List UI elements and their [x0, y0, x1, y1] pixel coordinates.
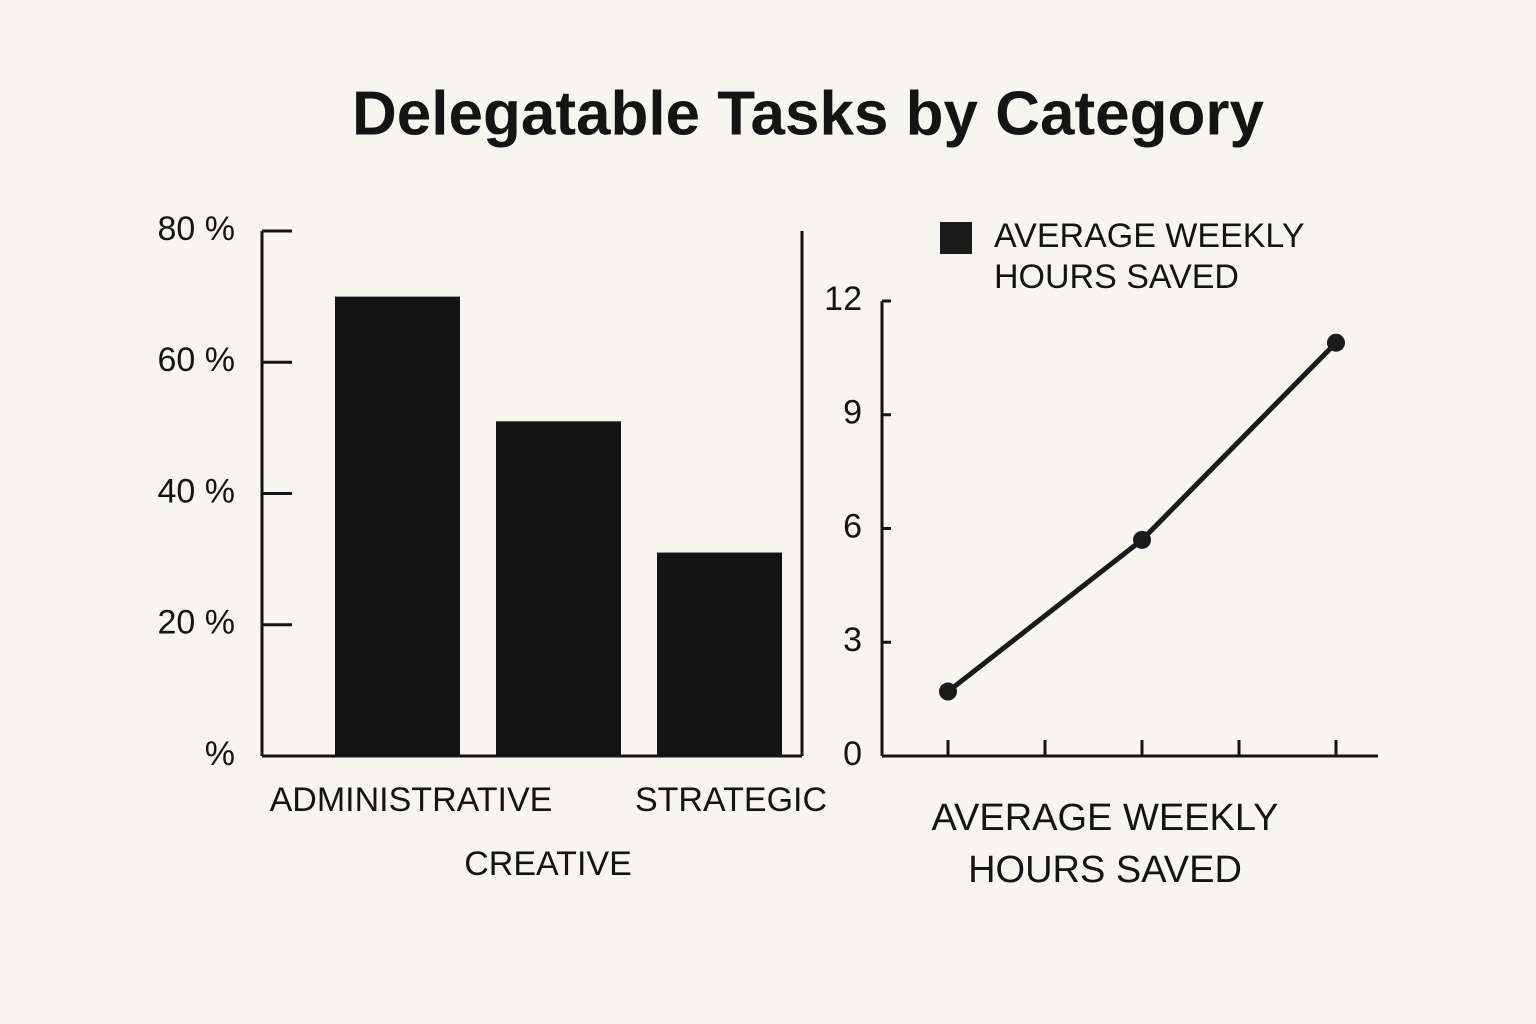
legend-swatch	[940, 222, 972, 254]
x-axis-label: AVERAGE WEEKLY HOURS SAVED	[931, 797, 1279, 891]
legend-label: AVERAGE WEEKLY HOURS SAVED	[994, 217, 1304, 296]
y-tick-label: 12	[824, 280, 862, 318]
point	[939, 682, 957, 701]
y-tick-label: %	[205, 735, 235, 773]
y-tick-label: 0	[843, 735, 862, 773]
point	[1133, 530, 1151, 549]
y-tick-label: 20 %	[158, 604, 236, 642]
y-tick-label: 6	[843, 507, 862, 545]
y-tick-label: 80 %	[158, 210, 236, 248]
bar	[496, 421, 621, 756]
y-tick-label: 60 %	[158, 341, 236, 379]
y-tick-label: 9	[843, 394, 862, 432]
point	[1327, 333, 1345, 352]
bar	[657, 552, 782, 756]
y-tick-label: 40 %	[158, 472, 236, 510]
line	[946, 340, 1338, 694]
x-tick-label: ADMINISTRATIVE	[270, 781, 553, 819]
x-tick-label: STRATEGIC	[635, 781, 827, 819]
bar	[335, 296, 460, 756]
chart-title: Delegatable Tasks by Category	[352, 79, 1265, 148]
x-tick-label: CREATIVE	[464, 845, 632, 883]
y-tick-label: 3	[843, 621, 862, 659]
